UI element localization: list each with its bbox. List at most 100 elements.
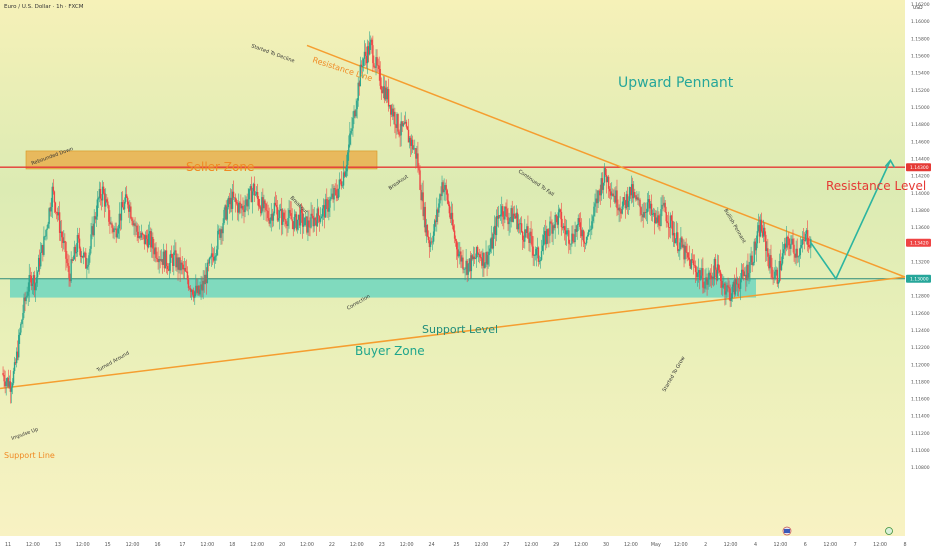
candle-body [19,332,21,335]
settings-icon[interactable] [885,527,893,535]
candle-body [646,202,649,213]
candle-body [738,287,741,289]
candle-body [12,371,15,384]
price-tick-label: 1.14000 [911,191,930,197]
candle-body [57,212,60,216]
candle-body [272,213,275,221]
candle-body [23,297,25,313]
candle-body [283,212,285,220]
candle-body [499,214,502,217]
candle-body [220,229,222,238]
candle-body [429,241,432,248]
candle-body [797,256,799,258]
candle-body [144,235,147,245]
candle-body [661,204,663,210]
candle-body [608,188,611,192]
candle-body [781,253,784,264]
candle-body [345,164,348,172]
candle-body [271,213,273,221]
candle-body [767,248,769,257]
candle-body [707,279,709,285]
flag-icon[interactable] [782,526,792,536]
time-tick-label: 16 [154,542,160,548]
candle-body [159,259,161,261]
candle-body [597,190,599,204]
candle-body [341,185,344,187]
candle-body [212,256,215,261]
candle-body [803,239,806,241]
candle-body [428,240,431,248]
candle-body [614,195,616,203]
candle-body [772,277,774,279]
time-tick-label: 12:00 [400,542,414,548]
candle-body [593,206,595,217]
candle-body [581,230,584,237]
candle-body [560,211,563,228]
candle-body [364,51,367,56]
candle-body [180,262,182,271]
candle-body [285,219,287,225]
candle-body [447,200,450,205]
candle-body [88,255,90,265]
candle-body [684,245,686,260]
candle-body [230,197,233,209]
candle-body [625,194,628,209]
candle-body [84,252,86,254]
candles-group [2,31,812,404]
candle-body [543,230,546,236]
candle-body [139,236,141,238]
candle-body [207,262,210,264]
price-tick-label: 1.14400 [911,156,930,162]
candle-body [619,207,621,212]
candle-body [462,257,464,270]
candle-body [348,144,350,153]
candle-body [563,226,566,231]
price-tick-label: 1.14800 [911,122,930,128]
candle-body [802,239,805,240]
candle-body [394,111,396,125]
candle-body [373,63,375,68]
price-marker-label: 1.14300 [910,165,929,171]
time-tick-label: 12:00 [250,542,264,548]
candle-body [177,257,179,270]
candle-body [391,108,393,115]
candle-body [381,90,384,93]
price-tick-label: 1.13200 [911,259,930,265]
price-tick-label: 1.11800 [911,379,930,385]
candle-body [330,197,332,200]
time-axis[interactable]: 11 12:00 13 12:00 15 12:00 16 17 12:00 18 12:00 20 1… [5,542,907,548]
candle-body [344,171,347,177]
candle-body [2,373,4,375]
candle-body [442,182,444,193]
candle-body [246,199,248,207]
candle-body [115,228,117,238]
candle-body [260,207,262,214]
candle-body [438,203,440,213]
candle-body [795,248,797,258]
candle-body [468,258,470,264]
candle-body [233,197,236,199]
candle-body [727,285,729,287]
candle-body [277,218,280,221]
candle-body [766,248,768,251]
candle-body [696,272,699,278]
candle-body [728,286,730,289]
candle-body [183,267,185,270]
time-tick-label: 12:00 [350,542,364,548]
pennant-label: Upward Pennant [618,75,734,91]
candle-body [586,235,589,237]
candle-body [323,205,326,218]
candle-body [705,277,707,282]
candle-body [539,259,542,261]
candle-body [282,212,284,225]
candle-body [190,290,193,292]
candle-body [263,200,265,209]
candle-body [469,258,472,272]
candle-body [146,238,149,248]
candle-body [242,205,244,210]
candle-body [708,272,710,280]
candle-body [703,287,705,289]
candle-body [443,189,445,193]
